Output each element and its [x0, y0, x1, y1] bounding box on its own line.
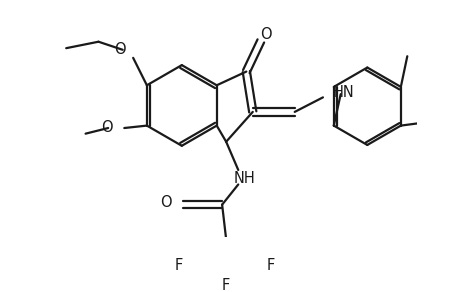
- Text: F: F: [222, 278, 230, 292]
- Text: HN: HN: [333, 85, 354, 100]
- Text: NH: NH: [234, 171, 255, 185]
- Text: F: F: [267, 258, 274, 273]
- Text: O: O: [260, 27, 272, 42]
- Text: O: O: [114, 42, 126, 57]
- Text: O: O: [160, 195, 172, 210]
- Text: O: O: [101, 120, 113, 135]
- Text: F: F: [175, 258, 182, 273]
